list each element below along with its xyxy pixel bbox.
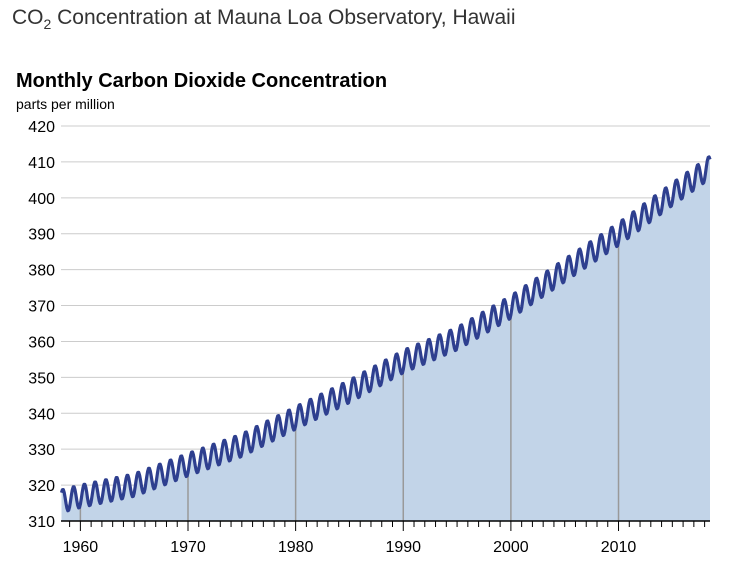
x-axis bbox=[61, 520, 710, 531]
page-title-subscript: 2 bbox=[43, 16, 52, 33]
x-tick-label-1970: 1970 bbox=[170, 539, 206, 556]
area-layer bbox=[61, 156, 710, 521]
y-tick-label-330: 330 bbox=[28, 442, 55, 459]
co2-area bbox=[61, 156, 710, 521]
y-tick-labels: 310 320 330 340 350 360 370 380 390 400 410 420 bbox=[28, 119, 55, 531]
x-tick-label-1980: 1980 bbox=[278, 539, 314, 556]
year-lines bbox=[79, 239, 620, 521]
y-tick-label-420: 420 bbox=[28, 119, 55, 136]
co2-line bbox=[59, 155, 712, 513]
y-tick-label-340: 340 bbox=[28, 406, 55, 423]
y-tick-label-320: 320 bbox=[28, 478, 55, 495]
line-layer bbox=[59, 155, 712, 513]
y-tick-label-350: 350 bbox=[28, 370, 55, 387]
page-title: CO2 Concentration at Mauna Loa Observato… bbox=[12, 6, 515, 32]
y-tick-label-360: 360 bbox=[28, 334, 55, 351]
page-title-prefix: CO bbox=[12, 6, 44, 29]
y-tick-label-390: 390 bbox=[28, 227, 55, 244]
chart-title: Monthly Carbon Dioxide Concentration bbox=[16, 70, 387, 92]
y-tick-label-310: 310 bbox=[28, 514, 55, 531]
y-tick-label-370: 370 bbox=[28, 299, 55, 316]
x-tick-label-1960: 1960 bbox=[63, 539, 99, 556]
x-tick-label-2000: 2000 bbox=[493, 539, 529, 556]
chart-subtitle: parts per million bbox=[16, 96, 115, 112]
x-tick-label-1990: 1990 bbox=[385, 539, 421, 556]
x-tick-label-2010: 2010 bbox=[601, 539, 637, 556]
y-tick-label-400: 400 bbox=[28, 191, 55, 208]
y-tick-label-410: 410 bbox=[28, 155, 55, 172]
y-tick-label-380: 380 bbox=[28, 263, 55, 280]
x-tick-labels: 1960 1970 1980 1990 2000 2010 bbox=[63, 539, 637, 556]
page-title-suffix: Concentration at Mauna Loa Observatory, … bbox=[51, 6, 516, 29]
